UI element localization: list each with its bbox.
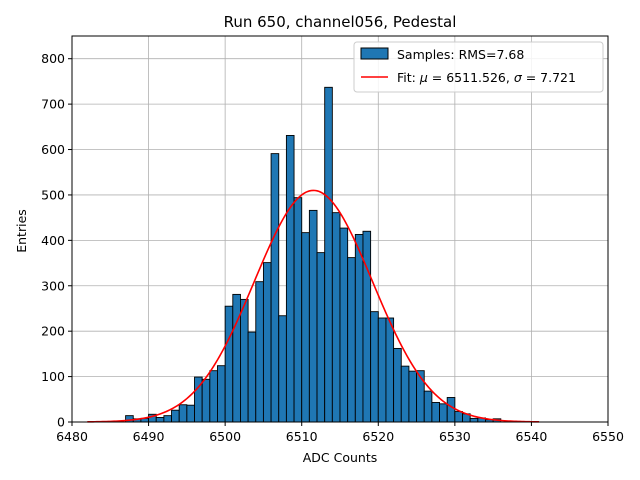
histogram-bar <box>469 417 479 423</box>
x-tick-label: 6550 <box>592 429 624 444</box>
x-tick-label: 6520 <box>362 429 394 444</box>
fit-curve <box>87 189 540 423</box>
histogram-bar <box>454 411 463 423</box>
histogram-bar <box>201 378 211 423</box>
histogram-bar <box>393 347 402 423</box>
histogram-bar <box>408 370 418 423</box>
legend: Samples: RMS=7.68 Fit: μ = 6511.526, σ =… <box>353 41 604 93</box>
x-axis-ticks: 6480 6490 6500 6510 6520 6530 6540 6550 <box>56 422 624 444</box>
fit-curve-layer <box>87 189 540 423</box>
histogram-bar <box>339 227 349 423</box>
x-tick-label: 6480 <box>56 429 88 444</box>
y-tick-label: 100 <box>41 369 65 384</box>
histogram-bar <box>285 135 295 423</box>
legend-fit-sigma-symbol: σ <box>514 70 523 85</box>
histogram-bar <box>247 331 257 423</box>
y-tick-label: 600 <box>41 142 65 157</box>
legend-fit-prefix: Fit: <box>397 70 420 85</box>
histogram-bar <box>446 397 456 423</box>
x-tick-label: 6500 <box>209 429 241 444</box>
legend-frame <box>353 41 604 93</box>
histogram-bar <box>431 402 440 423</box>
histogram-bar <box>316 252 326 423</box>
y-tick-label: 400 <box>41 233 65 248</box>
axes <box>71 35 609 423</box>
histogram-bar <box>324 86 333 423</box>
x-axis-label: ADC Counts <box>303 450 378 465</box>
histogram-bar <box>439 403 448 423</box>
histogram-bar <box>354 233 364 423</box>
histogram-bar <box>240 298 249 423</box>
legend-fit-mu-symbol: μ <box>419 70 428 85</box>
histogram-bar <box>347 257 356 423</box>
legend-bars-swatch <box>360 47 389 60</box>
y-tick-label: 0 <box>57 415 65 430</box>
histogram-bar <box>178 404 188 423</box>
y-tick-label: 500 <box>41 187 65 202</box>
x-tick-label: 6540 <box>516 429 548 444</box>
legend-fit-sigma-value: = 7.721 <box>522 70 576 85</box>
legend-samples-label: Samples: RMS=7.68 <box>397 47 524 62</box>
histogram-bar <box>331 212 341 423</box>
x-tick-label: 6510 <box>286 429 318 444</box>
histogram-bars <box>125 86 502 423</box>
y-tick-label: 200 <box>41 324 65 339</box>
plot-frame <box>71 35 609 423</box>
histogram-bar <box>370 311 379 423</box>
y-axis-label: Entries <box>14 209 29 253</box>
histogram-bar <box>301 232 310 423</box>
histogram-bar <box>209 370 218 423</box>
histogram-bar <box>255 281 264 423</box>
y-tick-label: 300 <box>41 278 65 293</box>
histogram-bar <box>232 293 241 423</box>
histogram-bar <box>293 197 303 423</box>
histogram-bar <box>308 209 318 423</box>
histogram-bar <box>171 409 180 423</box>
x-tick-label: 6490 <box>133 429 165 444</box>
histogram-bar <box>262 262 272 423</box>
histogram-bar <box>163 415 172 423</box>
histogram-bar <box>385 317 395 423</box>
histogram-bar <box>377 317 387 423</box>
histogram-bar <box>155 417 165 423</box>
y-tick-label: 800 <box>41 51 65 66</box>
x-tick-label: 6530 <box>439 429 471 444</box>
histogram-bar <box>270 153 280 423</box>
chart-title: Run 650, channel056, Pedestal <box>224 13 457 31</box>
histogram-bar <box>217 365 226 423</box>
legend-fit-label: Fit: μ = 6511.526, σ = 7.721 <box>397 70 576 85</box>
y-axis-ticks: 0 100 200 300 400 500 600 700 800 <box>41 51 72 430</box>
histogram-bar <box>278 315 287 423</box>
histogram-bar <box>400 365 410 423</box>
histogram-bar <box>186 404 195 423</box>
histogram-bar <box>423 390 433 423</box>
histogram-bar <box>224 305 234 423</box>
histogram-bar <box>416 370 425 423</box>
legend-fit-mu-value: = 6511.526, <box>428 70 514 85</box>
y-tick-label: 700 <box>41 97 65 112</box>
